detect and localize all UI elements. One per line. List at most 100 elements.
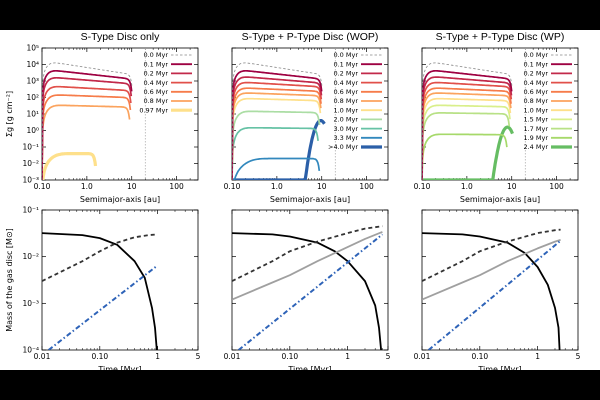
density-series-line — [422, 81, 513, 180]
density-series-line — [232, 87, 322, 180]
x-tick-label: 5 — [196, 352, 201, 361]
x-tick-label: 1.0 — [81, 182, 93, 191]
x-tick-label: 0.10 — [34, 182, 51, 191]
density-series-line — [422, 112, 511, 180]
density-series-line — [422, 97, 512, 180]
x-tick-label: 0.01 — [34, 352, 51, 361]
legend-label: 0.1 Myr — [333, 60, 358, 68]
mass-panel-2: 0.01 0.10 1 5 Time [Myr] — [224, 209, 391, 374]
y-tick-label: 10⁻¹ — [22, 206, 39, 215]
x-axis-label: Semimajor-axis [au] — [460, 195, 540, 204]
x-tick-label: 100 — [169, 182, 184, 191]
y-tick-label: 10³ — [26, 77, 39, 86]
density-panel-1: 0.10 1.0 10 100 10⁻³ 10⁻² 10⁻¹ 10⁰ 10¹ 10² 10³ 10⁴ 1… — [22, 44, 199, 204]
x-tick-label: 1 — [155, 352, 160, 361]
legend-label: 0.8 Myr — [333, 97, 358, 105]
panel-title: S-Type Disc only — [81, 31, 161, 43]
legend-label: 0.2 Myr — [143, 70, 168, 78]
legend-label: 1.5 Myr — [523, 116, 548, 124]
density-series-line — [232, 62, 323, 180]
mass-series-line — [237, 233, 384, 350]
bottom-y-axis-label: Mass of the gas disc [M⊙] — [5, 228, 14, 332]
density-series-line — [232, 81, 323, 180]
plot-area — [422, 48, 526, 180]
legend-label: 1.0 Myr — [523, 106, 548, 114]
x-tick-label: 1.0 — [461, 182, 473, 191]
mass-series-line — [42, 232, 158, 350]
mass-series-line — [42, 233, 158, 282]
y-tick-label: 10⁻¹ — [22, 143, 39, 152]
density-series-line — [422, 92, 512, 180]
legend-label: 3.3 Myr — [333, 134, 358, 142]
density-series-line — [422, 62, 513, 180]
x-tick-label: 1 — [535, 352, 540, 361]
x-axis-label: Semimajor-axis [au] — [80, 195, 160, 204]
legend-label: 0.8 Myr — [523, 97, 548, 105]
x-tick-label: 0.01 — [224, 352, 241, 361]
x-tick-label: 10 — [317, 182, 327, 191]
x-tick-label: 0.01 — [414, 352, 431, 361]
y-tick-label: 10⁴ — [26, 60, 39, 69]
density-series-line — [42, 152, 98, 180]
density-series-line — [422, 76, 513, 180]
mass-series-line — [427, 239, 562, 350]
legend-label: 1.9 Myr — [523, 134, 548, 142]
legend-label: 0.0 Myr — [523, 51, 548, 59]
density-series-line — [42, 62, 133, 180]
legend-label: 3.0 Myr — [333, 125, 358, 133]
legend-label: 1.0 Myr — [333, 106, 358, 114]
mass-series-line — [422, 232, 561, 350]
density-series-line — [42, 104, 131, 180]
x-tick-label: 5 — [386, 352, 391, 361]
legend-label: 0.0 Myr — [143, 51, 168, 59]
x-tick-label: 0.10 — [414, 182, 431, 191]
y-tick-label: 10⁻³ — [22, 176, 39, 185]
legend-label: 1.7 Myr — [523, 125, 548, 133]
mass-series-line — [232, 225, 383, 282]
mass-panel-1: 0.01 0.10 1 5 10⁻⁴ 10⁻³ 10⁻² 10⁻¹ Time [Myr] — [22, 206, 200, 375]
x-tick-label: 10 — [507, 182, 517, 191]
density-series-line — [422, 125, 514, 180]
x-tick-label: 0.10 — [281, 352, 298, 361]
mass-series-line — [232, 231, 383, 301]
mass-panel-3: 0.01 0.10 1 5 Time [Myr] — [414, 209, 581, 374]
density-series-line — [232, 126, 319, 180]
plot-area — [42, 232, 159, 350]
density-series-line — [232, 69, 323, 180]
density-series-line — [42, 85, 132, 180]
plot-frame — [231, 209, 389, 351]
x-axis-label: Semimajor-axis [au] — [270, 195, 350, 204]
y-tick-label: 10⁵ — [26, 44, 39, 53]
density-series-line — [232, 119, 326, 180]
legend-label: 0.4 Myr — [523, 79, 548, 87]
top-y-axis-label: Σg [g cm⁻²] — [5, 91, 14, 137]
plot-area — [42, 48, 146, 180]
x-axis-label: Time [Myr] — [477, 365, 521, 374]
x-tick-label: 1.0 — [271, 182, 283, 191]
x-axis-label: Time [Myr] — [97, 365, 141, 374]
legend-label: 2.4 Myr — [523, 143, 548, 151]
density-series-line — [42, 69, 133, 180]
legend-label: 0.6 Myr — [143, 88, 168, 96]
legend-label: 0.6 Myr — [333, 88, 358, 96]
density-series-line — [422, 104, 511, 180]
plot-frame — [421, 209, 579, 351]
legend-label: 0.8 Myr — [143, 97, 168, 105]
density-series-line — [232, 157, 321, 180]
density-series-line — [232, 76, 323, 180]
y-tick-label: 10¹ — [26, 110, 39, 119]
x-tick-label: 5 — [576, 352, 581, 361]
density-series-line — [232, 110, 321, 180]
plot-area — [422, 228, 562, 350]
y-tick-label: 10⁰ — [26, 126, 39, 135]
legend-label: 0.97 Myr — [139, 106, 168, 114]
plot-area — [232, 225, 384, 350]
density-series-line — [232, 97, 322, 180]
mass-series-line — [422, 238, 561, 301]
y-tick-label: 10⁻³ — [22, 299, 39, 308]
legend-label: 0.2 Myr — [333, 70, 358, 78]
